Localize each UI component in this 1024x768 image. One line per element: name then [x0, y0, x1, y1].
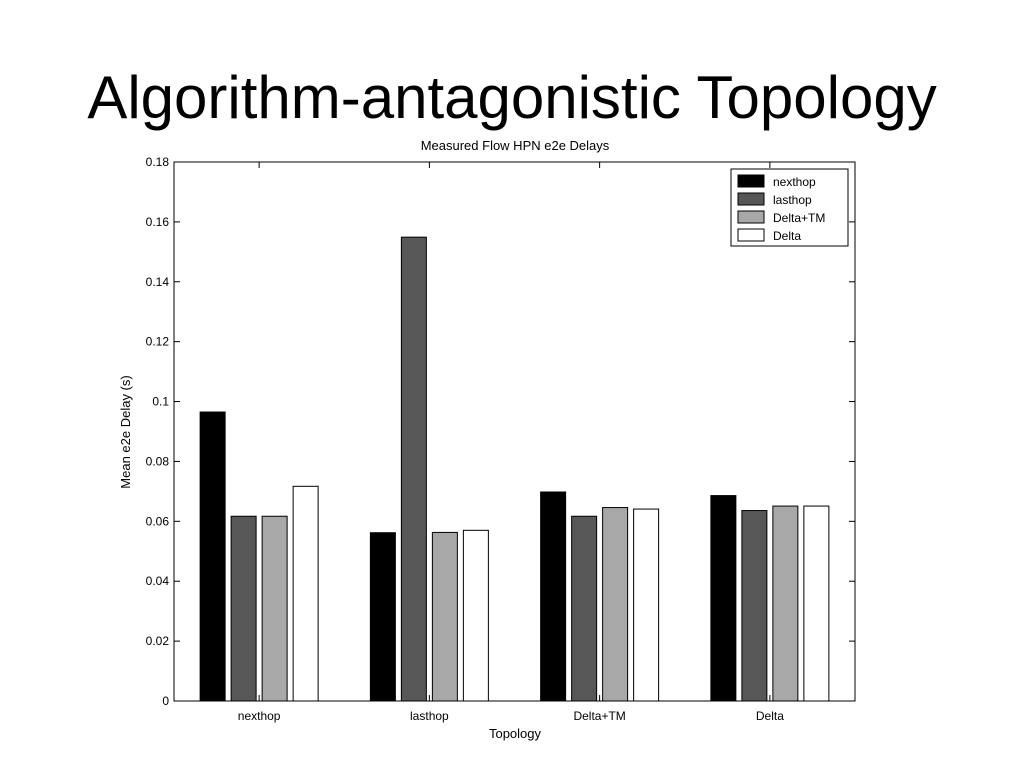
bar — [400, 236, 427, 702]
chart-title: Measured Flow HPN e2e Delays — [421, 138, 610, 153]
slide-title: Algorithm-antagonistic Topology — [87, 64, 937, 131]
y-tick-label: 0.04 — [146, 574, 170, 588]
bar — [369, 532, 396, 702]
bar — [199, 411, 226, 702]
x-tick-label: Delta+TM — [573, 709, 625, 723]
y-tick-label: 0.14 — [146, 275, 170, 289]
legend-label: Delta — [773, 229, 801, 243]
x-tick-label: nexthop — [238, 709, 281, 723]
chart-ticks: 0 0.02 0.04 0.06 0.08 0.1 0.12 0.14 0.16 0.18 next… — [146, 155, 855, 723]
y-tick-label: 0.18 — [146, 155, 170, 169]
plot-frame — [173, 161, 856, 702]
legend-swatch — [737, 210, 765, 224]
chart-axes — [173, 161, 856, 702]
bar — [602, 507, 629, 702]
y-tick-label: 0 — [162, 694, 169, 708]
y-tick-label: 0.06 — [146, 514, 170, 528]
legend-label: nexthop — [773, 175, 816, 189]
legend-label: Delta+TM — [773, 211, 825, 225]
y-tick-label: 0.08 — [146, 454, 170, 468]
legend-swatch — [737, 228, 765, 242]
y-tick-label: 0.12 — [146, 335, 170, 349]
bar — [710, 495, 737, 702]
bar — [462, 529, 489, 702]
x-axis-label: Topology — [489, 726, 542, 741]
chart-bars — [199, 236, 830, 702]
bar — [431, 531, 458, 702]
bar — [230, 515, 257, 702]
legend-swatch — [737, 174, 765, 188]
legend-swatch — [737, 192, 765, 206]
y-tick-label: 0.02 — [146, 634, 170, 648]
bar — [741, 510, 768, 702]
legend-label: lasthop — [773, 193, 812, 207]
bar — [540, 491, 567, 702]
bar — [633, 508, 660, 702]
bar — [803, 505, 830, 702]
x-tick-label: lasthop — [410, 709, 449, 723]
bar — [261, 515, 288, 702]
y-tick-label: 0.16 — [146, 215, 170, 229]
y-axis-label: Mean e2e Delay (s) — [118, 375, 133, 488]
x-tick-label: Delta — [756, 709, 784, 723]
bar — [571, 515, 598, 702]
chart-legend: nexthop lasthop Delta+TM Delta — [730, 168, 849, 247]
bar — [772, 505, 799, 702]
y-tick-label: 0.1 — [152, 395, 169, 409]
bar — [292, 485, 319, 702]
